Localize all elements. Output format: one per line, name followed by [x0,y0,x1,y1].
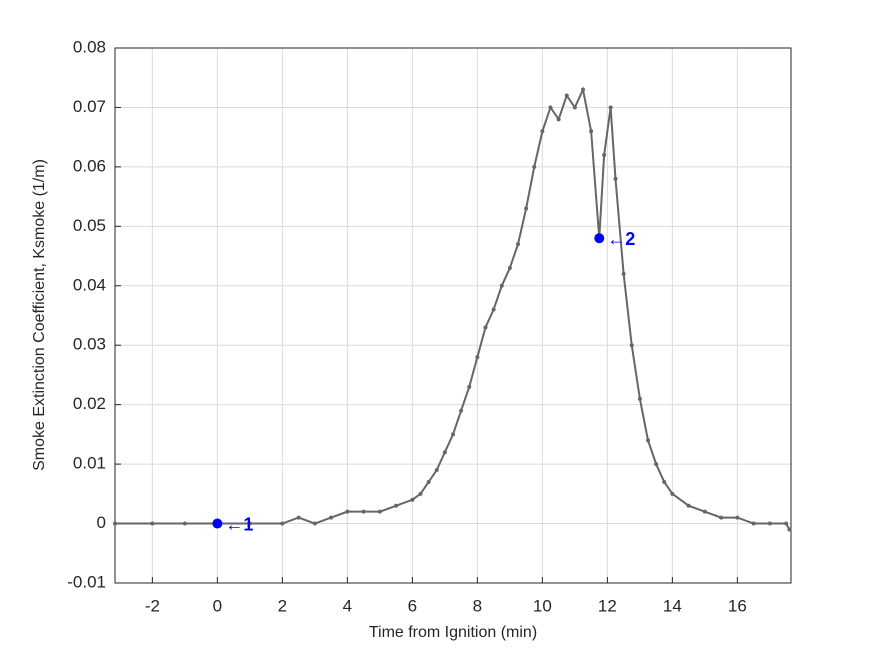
data-point [312,521,317,526]
data-point [418,491,423,496]
x-tick-label: 12 [598,596,617,615]
x-tick-label: 14 [663,596,682,615]
y-tick-label: 0 [97,513,106,532]
x-tick-label: 10 [533,596,552,615]
y-tick-label: 0.08 [73,37,106,56]
x-tick-label: -2 [145,596,160,615]
data-point [394,503,399,508]
data-point [670,491,675,496]
data-point [581,87,585,92]
data-point [377,509,382,514]
data-point [686,503,691,508]
data-point [572,105,577,110]
data-point [702,509,707,514]
data-point [602,153,607,157]
data-point [434,468,439,473]
data-point [767,521,772,526]
data-point [280,521,285,526]
y-tick-label: 0.04 [73,275,106,294]
x-tick-label: 16 [728,596,747,615]
y-tick-label: 0.05 [73,216,106,235]
x-tick-label: 0 [213,596,222,615]
data-point [467,384,472,389]
data-point [113,521,117,526]
x-tick-label: 4 [343,596,352,615]
y-tick-label: 0.01 [73,454,106,473]
data-point [451,432,455,437]
x-tick-label: 2 [278,596,287,615]
data-point [548,105,553,110]
data-point [540,129,545,134]
data-point [719,515,724,520]
data-point [410,497,415,502]
data-point [150,521,155,526]
data-point [637,396,642,401]
data-point [556,117,561,122]
data-point [751,521,756,526]
data-point [589,129,594,134]
data-point [247,521,252,526]
data-point [507,265,512,270]
data-point [621,271,626,276]
x-tick-label: 8 [473,596,482,615]
data-point [735,515,740,520]
data-point [182,521,187,526]
data-point [629,343,634,348]
data-point [784,521,789,526]
y-tick-label: 0.03 [73,335,106,354]
data-point [491,307,496,312]
data-point [532,164,537,169]
data-point [345,509,350,514]
annotation-marker [594,233,605,244]
x-axis-label: Time from Ignition (min) [369,624,537,641]
data-point [524,206,529,211]
y-tick-label: 0.02 [73,394,106,413]
data-point [516,242,520,247]
data-point [483,325,488,330]
data-point [564,93,569,98]
data-point [442,450,447,455]
annotation-marker [212,518,223,529]
data-point [296,515,301,520]
y-axis-label: Smoke Extinction Coefficient, Ksmoke (1/… [31,159,48,471]
data-point [613,176,618,181]
y-tick-label: 0.07 [73,97,106,116]
data-point [426,479,431,484]
annotation-label: ←1 [225,514,253,534]
data-point [361,509,366,514]
plot-frame [114,47,792,584]
data-point [475,355,480,360]
data-point [646,438,650,443]
data-point [662,479,667,484]
x-tick-label: 6 [408,596,417,615]
data-point [329,515,334,520]
data-point [654,462,659,467]
y-tick-label: -0.01 [67,572,106,591]
y-tick-label: 0.06 [73,156,106,175]
data-point [608,105,613,110]
data-point [499,283,504,288]
data-point [787,527,792,532]
data-point [459,408,464,413]
annotation-label: ←2 [607,229,635,249]
